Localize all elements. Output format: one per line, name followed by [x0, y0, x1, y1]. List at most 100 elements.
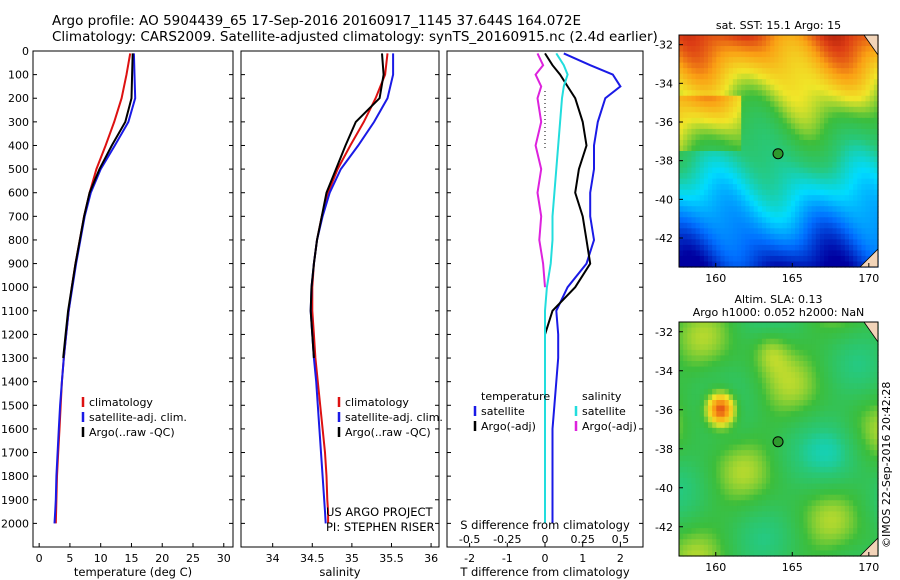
map-y-tick-label: -34 — [655, 77, 673, 90]
x-axis-label: T difference from climatology — [459, 565, 630, 579]
depth-tick-label: 200 — [8, 92, 29, 105]
x-tick-label: 35.5 — [379, 552, 404, 565]
top-tick-label: 0 — [542, 533, 549, 546]
depth-tick-label: 1400 — [1, 376, 29, 389]
x-tick-label: 15 — [124, 552, 138, 565]
series-line — [544, 52, 592, 335]
map-x-tick-label: 170 — [858, 561, 879, 574]
project-label: US ARGO PROJECT — [326, 505, 433, 519]
legend-label: climatology — [345, 396, 409, 409]
map-x-tick-label: 160 — [705, 561, 726, 574]
map-y-tick-label: -36 — [655, 404, 673, 417]
x-tick-label: 0 — [36, 552, 43, 565]
map-title: sat. SST: 15.1 Argo: 15 — [716, 19, 841, 32]
map-y-tick-label: -42 — [655, 521, 673, 534]
map-y-tick-label: -42 — [655, 232, 673, 245]
x-tick-label: 30 — [217, 552, 231, 565]
depth-tick-label: 1600 — [1, 423, 29, 436]
x-tick-label: -1 — [502, 552, 513, 565]
top-tick-label: -0.25 — [493, 533, 521, 546]
legend-label: Argo(-adj) — [481, 420, 536, 433]
top-tick-label: 0.5 — [612, 533, 630, 546]
depth-tick-label: 1800 — [1, 470, 29, 483]
map-x-tick-label: 170 — [858, 272, 879, 285]
map-y-tick-label: -38 — [655, 155, 673, 168]
depth-tick-label: 1000 — [1, 281, 29, 294]
pi-label: PI: STEPHEN RISER — [326, 520, 435, 534]
depth-tick-label: 600 — [8, 187, 29, 200]
map-frame — [678, 34, 879, 268]
legend-label: climatology — [89, 396, 153, 409]
x-tick-label: 36 — [424, 552, 438, 565]
x-tick-label: 1 — [579, 552, 586, 565]
x-tick-label: 10 — [94, 552, 108, 565]
top-tick-label: -0.5 — [459, 533, 480, 546]
imos-credit: ©IMOS 22-Sep-2016 20:42:28 — [880, 381, 893, 548]
map-y-tick-label: -40 — [655, 482, 673, 495]
land-patch — [859, 537, 879, 557]
legend-header: salinity — [582, 390, 622, 403]
series-line — [311, 53, 389, 524]
map-y-tick-label: -32 — [655, 326, 673, 339]
depth-tick-label: 1500 — [1, 399, 29, 412]
x-tick-label: 5 — [66, 552, 73, 565]
x-tick-label: 34.5 — [300, 552, 325, 565]
x-tick-label: 34 — [266, 552, 280, 565]
depth-tick-label: 1100 — [1, 305, 29, 318]
top-tick-label: 0.25 — [570, 533, 595, 546]
legend-label: satellite — [582, 405, 626, 418]
map-raster — [679, 322, 879, 557]
land-patch — [859, 248, 879, 268]
legend-label: Argo(..raw -QC) — [89, 426, 175, 439]
series-line — [534, 52, 546, 288]
map-x-tick-label: 165 — [782, 561, 803, 574]
map-frame — [678, 321, 879, 557]
legend-label: satellite-adj. clim. — [89, 411, 187, 424]
depth-tick-label: 1900 — [1, 494, 29, 507]
legend-label: satellite-adj. clim. — [345, 411, 443, 424]
land-patch — [863, 34, 879, 57]
plot-frame — [446, 50, 644, 548]
series-line — [544, 52, 569, 524]
depth-tick-label: 800 — [8, 234, 29, 247]
series-line — [62, 53, 134, 359]
legend-label: Argo(-adj) — [582, 420, 637, 433]
map-y-tick-label: -38 — [655, 443, 673, 456]
x-tick-label: 20 — [155, 552, 169, 565]
depth-tick-label: 500 — [8, 163, 29, 176]
map-title: Altim. SLA: 0.13 — [734, 293, 822, 306]
depth-tick-label: 300 — [8, 116, 29, 129]
depth-tick-label: 2000 — [1, 517, 29, 530]
argo-location-marker — [772, 148, 784, 160]
plot-frame — [32, 50, 234, 548]
x-tick-label: 25 — [186, 552, 200, 565]
depth-tick-label: 0 — [22, 45, 29, 58]
depth-tick-label: 1700 — [1, 447, 29, 460]
series-line — [551, 52, 622, 524]
series-line — [54, 53, 132, 524]
depth-tick-label: 1200 — [1, 328, 29, 341]
series-line — [309, 53, 385, 359]
plot-title-line1: Argo profile: AO 5904439_65 17-Sep-2016 … — [52, 13, 581, 29]
map-y-tick-label: -34 — [655, 365, 673, 378]
depth-tick-label: 100 — [8, 69, 29, 82]
x-tick-label: -2 — [464, 552, 475, 565]
depth-tick-label: 700 — [8, 210, 29, 223]
map-y-tick-label: -36 — [655, 116, 673, 129]
depth-tick-label: 400 — [8, 139, 29, 152]
top-axis-label: S difference from climatology — [460, 518, 630, 532]
x-axis-label: salinity — [319, 565, 360, 579]
map-title: Argo h1000: 0.052 h2000: NaN — [693, 306, 865, 319]
map-x-tick-label: 160 — [705, 272, 726, 285]
x-axis-label: temperature (deg C) — [74, 565, 192, 579]
series-line — [309, 53, 395, 524]
map-raster — [679, 35, 879, 268]
x-tick-label: 0 — [542, 552, 549, 565]
land-patch — [863, 321, 879, 344]
x-tick-label: 2 — [617, 552, 624, 565]
x-tick-label: 35 — [345, 552, 359, 565]
